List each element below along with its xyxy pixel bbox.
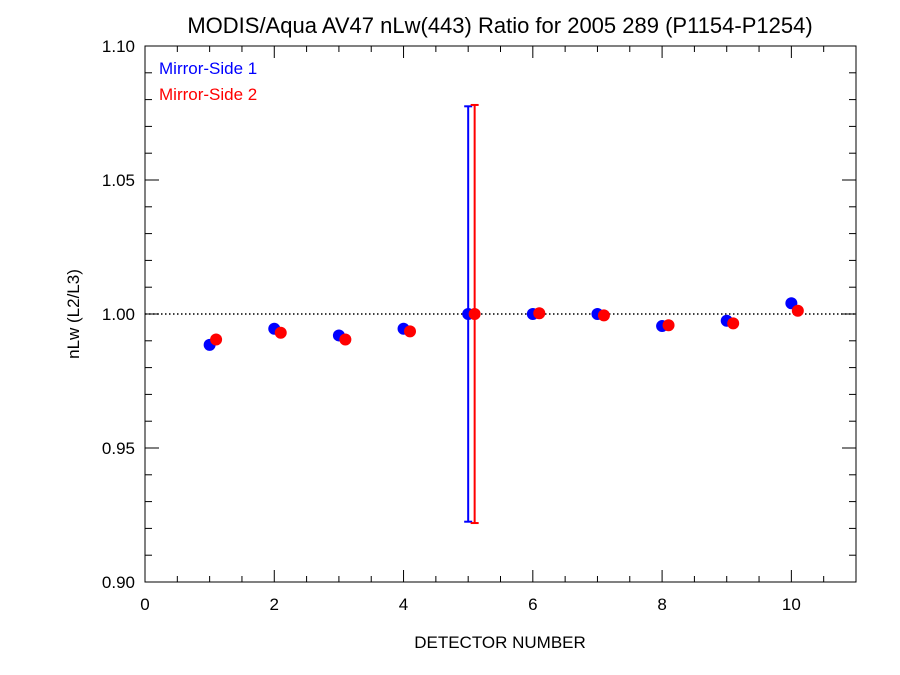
y-tick-label: 0.95 (102, 439, 135, 458)
x-tick-label: 10 (782, 595, 801, 614)
data-point-series-2 (274, 326, 287, 339)
y-tick-label: 1.10 (102, 37, 135, 56)
plot-area: 0 2 4 6 8 10 0.90 0.95 1.00 1.05 1.10 (102, 37, 857, 614)
x-tick-label: 6 (528, 595, 537, 614)
y-tick-label: 1.05 (102, 171, 135, 190)
x-tick-label: 0 (140, 595, 149, 614)
x-tick-label: 2 (270, 595, 279, 614)
data-point-series-2 (210, 333, 223, 346)
legend-entry-series-2: Mirror-Side 2 (159, 85, 257, 104)
data-point-series-2 (597, 309, 610, 322)
chart-title: MODIS/Aqua AV47 nLw(443) Ratio for 2005 … (187, 13, 812, 38)
y-tick-label: 1.00 (102, 305, 135, 324)
y-tick-label: 0.90 (102, 573, 135, 592)
y-axis-label: nLw (L2/L3) (64, 269, 83, 359)
data-point-series-2 (404, 325, 417, 338)
x-tick-label: 8 (657, 595, 666, 614)
data-point-series-2 (468, 308, 481, 320)
data-point-series-2 (727, 317, 740, 330)
data-point-series-2 (339, 333, 352, 346)
data-point-series-2 (791, 304, 804, 317)
x-tick-label: 4 (399, 595, 408, 614)
data-point-series-2 (533, 307, 546, 320)
legend: Mirror-Side 1 Mirror-Side 2 (159, 59, 257, 104)
x-axis-label: DETECTOR NUMBER (414, 633, 586, 652)
data-point-series-2 (662, 319, 675, 332)
legend-entry-series-1: Mirror-Side 1 (159, 59, 257, 78)
